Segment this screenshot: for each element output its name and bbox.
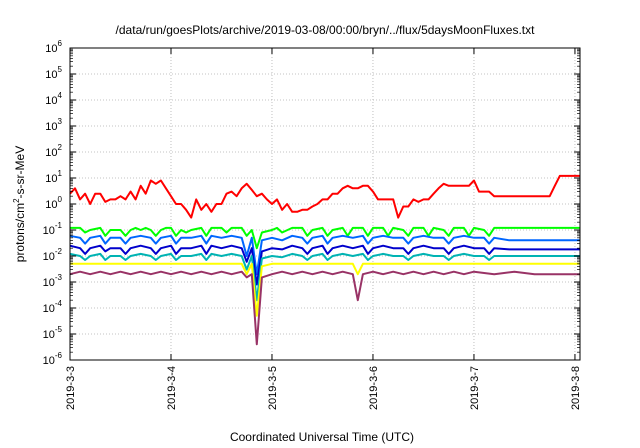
chart-title: /data/run/goesPlots/archive/2019-03-08/0…: [116, 23, 536, 37]
y-tick-base: 10: [45, 121, 57, 133]
y-axis-label: protons/cm2-s-sr-MeV: [12, 146, 27, 262]
y-tick-label: 100: [45, 195, 62, 211]
y-tick-exponent: -4: [55, 299, 63, 308]
series-line: [69, 270, 580, 346]
y-tick-base: 10: [43, 251, 55, 263]
y-axis-label-base: protons/cm: [13, 203, 27, 262]
y-tick-base: 10: [45, 199, 57, 211]
y-tick-base: 10: [43, 355, 55, 367]
y-tick-base: 10: [45, 95, 57, 107]
y-tick-label: 105: [45, 65, 62, 81]
x-axis-label: Coordinated Universal Time (UTC): [230, 430, 414, 444]
y-tick-base: 10: [43, 225, 55, 237]
y-tick-exponent: -2: [55, 247, 63, 256]
y-tick-label: 103: [45, 117, 62, 133]
y-tick-exponent: 3: [58, 117, 63, 126]
y-tick-exponent: 6: [58, 39, 63, 48]
series-line: [69, 234, 580, 276]
y-tick-label: 104: [45, 91, 62, 107]
y-tick-label: 10-3: [43, 273, 63, 289]
y-tick-exponent: -3: [55, 273, 63, 282]
series-group: [69, 174, 580, 346]
y-tick-label: 10-2: [43, 247, 63, 263]
y-tick-exponent: -1: [55, 221, 63, 230]
x-tick-label: 2019-3-6: [368, 366, 380, 410]
y-tick-label: 10-5: [43, 325, 63, 341]
y-tick-exponent: -5: [55, 325, 63, 334]
series-line: [70, 226, 580, 250]
y-tick-base: 10: [45, 69, 57, 81]
series-line: [69, 174, 580, 219]
y-tick-exponent: 0: [58, 195, 63, 204]
y-tick-base: 10: [43, 303, 55, 315]
series-line: [69, 252, 580, 302]
y-tick-exponent: 4: [58, 91, 63, 100]
y-tick-label: 102: [45, 143, 62, 159]
x-tick-label: 2019-3-7: [469, 366, 481, 410]
grid: [70, 48, 580, 360]
y-tick-label: 10-4: [43, 299, 63, 315]
y-tick-label: 101: [45, 169, 62, 185]
x-axis-ticks: 2019-3-3 2019-3-4 2019-3-5 2019-3-6 2019-3-7…: [65, 48, 582, 410]
y-axis-label-rest: -s-sr-MeV: [13, 146, 27, 199]
y-tick-label: 10-1: [43, 221, 63, 237]
x-tick-label: 2019-3-5: [267, 366, 279, 410]
y-tick-exponent: 1: [58, 169, 63, 178]
x-tick-label: 2019-3-3: [65, 366, 77, 410]
y-tick-exponent: 5: [58, 65, 63, 74]
y-tick-exponent: -6: [55, 351, 63, 360]
x-tick-label: 2019-3-4: [166, 366, 178, 410]
series-line: [69, 244, 580, 286]
y-tick-base: 10: [45, 147, 57, 159]
y-tick-base: 10: [45, 173, 57, 185]
y-axis-ticks: 10-610-510-410-310-210-11001011021031041…: [43, 39, 580, 367]
series-line: [70, 262, 580, 317]
y-tick-label: 10-6: [43, 351, 63, 367]
y-tick-base: 10: [43, 277, 55, 289]
y-tick-base: 10: [43, 329, 55, 341]
y-tick-exponent: 2: [58, 143, 63, 152]
y-axis-label-sup: 2: [12, 198, 21, 203]
x-tick-label: 2019-3-8: [570, 366, 582, 410]
y-tick-label: 106: [45, 39, 62, 55]
y-tick-base: 10: [45, 43, 57, 55]
